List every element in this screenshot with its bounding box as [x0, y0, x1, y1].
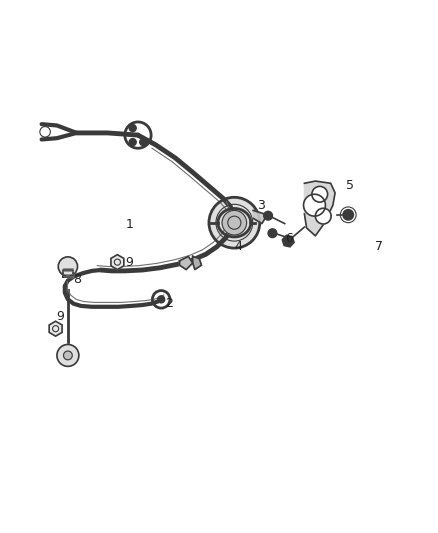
Circle shape: [209, 197, 260, 248]
Circle shape: [264, 211, 272, 220]
Circle shape: [158, 296, 165, 303]
Text: 9: 9: [125, 256, 133, 269]
Circle shape: [312, 187, 328, 202]
Circle shape: [343, 209, 353, 220]
Circle shape: [57, 344, 79, 366]
Circle shape: [140, 139, 147, 146]
Text: 2: 2: [165, 297, 173, 310]
Polygon shape: [180, 256, 193, 270]
Text: 8: 8: [73, 273, 81, 286]
Polygon shape: [193, 256, 201, 270]
Circle shape: [304, 194, 325, 216]
Circle shape: [129, 139, 136, 146]
Circle shape: [129, 125, 136, 132]
Text: 3: 3: [257, 199, 265, 212]
Text: 6: 6: [285, 231, 293, 245]
Polygon shape: [304, 181, 335, 236]
Text: 5: 5: [346, 179, 354, 192]
Circle shape: [268, 229, 277, 238]
Polygon shape: [63, 270, 73, 278]
Polygon shape: [253, 211, 267, 223]
Circle shape: [315, 208, 331, 224]
Circle shape: [222, 211, 247, 235]
Text: 4: 4: [235, 240, 243, 253]
Text: 1: 1: [125, 219, 133, 231]
Circle shape: [58, 257, 78, 276]
Text: 9: 9: [57, 310, 64, 324]
Circle shape: [64, 351, 72, 360]
Text: 7: 7: [375, 240, 383, 253]
